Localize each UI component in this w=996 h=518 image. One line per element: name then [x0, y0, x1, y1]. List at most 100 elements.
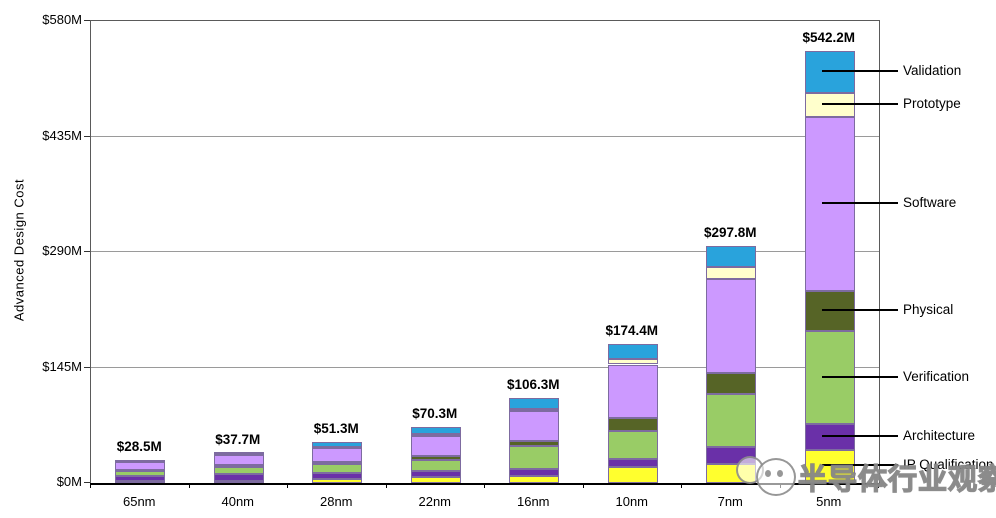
legend-line-validation	[822, 70, 898, 73]
bar-segment-65nm-validation	[115, 459, 166, 462]
bar-segment-7nm-software	[706, 279, 757, 374]
legend-label-software: Software	[903, 194, 957, 210]
y-tick-label: $290M	[42, 243, 82, 258]
bar-segment-7nm-verification	[706, 393, 757, 447]
bar-total-label-7nm: $297.8M	[703, 224, 757, 240]
bar-segment-16nm-physical	[509, 440, 560, 447]
y-tick-label: $145M	[42, 358, 82, 374]
y-tick-mark	[84, 135, 90, 137]
legend-line-prototype	[822, 102, 898, 105]
y-tick-label: $580M	[42, 12, 82, 27]
x-axis-label-40nm: 40nm	[221, 494, 255, 509]
bar-segment-5nm-software	[804, 116, 855, 292]
bar-total-label-10nm: $174.4M	[605, 323, 659, 339]
bar-segment-16nm-validation	[509, 398, 560, 409]
x-axis-label-22nm: 22nm	[418, 494, 452, 509]
bar-segment-5nm-verification	[804, 331, 855, 425]
x-tick-mark	[385, 483, 387, 488]
bar-total-label-16nm: $106.3M	[506, 377, 560, 393]
legend-line-software	[822, 201, 898, 204]
legend-label-architecture: Architecture	[903, 427, 976, 443]
y-tick-label: $435M	[42, 127, 82, 143]
bar-segment-28nm-ip-qualification	[312, 479, 363, 483]
bar-segment-10nm-software	[607, 364, 658, 419]
bar-segment-65nm-verification	[115, 471, 166, 476]
x-tick-mark	[484, 483, 485, 488]
bar-total-label-40nm: $37.7M	[215, 431, 261, 447]
bar-segment-16nm-verification	[509, 446, 560, 470]
bar-segment-10nm-verification	[607, 430, 658, 460]
bar-segment-28nm-software	[312, 447, 363, 462]
bar-segment-40nm-architecture	[213, 473, 264, 481]
y-tick-mark	[84, 20, 90, 21]
legend-line-ip-qualification	[822, 464, 898, 467]
bar-total-label-22nm: $70.3M	[412, 406, 458, 421]
x-tick-mark	[582, 483, 584, 488]
x-tick-mark	[878, 483, 879, 488]
bar-segment-5nm-ip-qualification	[804, 449, 855, 483]
plot-area	[90, 20, 880, 485]
bar-segment-7nm-physical	[706, 373, 757, 394]
y-tick-mark	[84, 366, 90, 368]
bar-segment-22nm-verification	[410, 460, 461, 471]
bar-segment-22nm-physical	[410, 456, 461, 461]
x-tick-mark	[188, 483, 190, 488]
x-tick-mark	[287, 483, 288, 488]
bar-segment-40nm-verification	[213, 467, 264, 474]
bar-segment-10nm-prototype	[607, 359, 658, 365]
bar-segment-22nm-validation	[410, 427, 461, 435]
bar-segment-28nm-physical	[312, 461, 363, 464]
bar-segment-7nm-ip-qualification	[706, 464, 757, 483]
bar-segment-5nm-physical	[804, 291, 855, 332]
bar-segment-16nm-architecture	[509, 469, 560, 477]
gridline-145	[91, 366, 879, 368]
x-axis-label-10nm: 10nm	[615, 494, 649, 509]
x-axis-label-65nm: 65nm	[122, 494, 156, 509]
legend-label-prototype: Prototype	[903, 95, 961, 111]
x-tick-mark	[681, 483, 682, 488]
bar-segment-28nm-verification	[312, 463, 363, 473]
bar-segment-16nm-ip-qualification	[509, 476, 560, 483]
y-tick-mark	[84, 251, 90, 252]
gridline-290	[91, 251, 879, 252]
bar-total-label-5nm: $542.2M	[802, 30, 856, 46]
legend-label-physical: Physical	[903, 302, 954, 318]
x-tick-mark	[779, 483, 781, 488]
x-axis-label-5nm: 5nm	[816, 494, 842, 509]
bar-segment-22nm-software	[410, 436, 461, 456]
legend-label-verification: Verification	[903, 368, 970, 384]
x-tick-mark	[90, 483, 91, 488]
bar-segment-22nm-ip-qualification	[410, 476, 461, 483]
bar-segment-10nm-validation	[607, 344, 658, 360]
bar-total-label-65nm: $28.5M	[116, 439, 162, 455]
bar-segment-5nm-validation	[804, 51, 855, 94]
bar-total-label-28nm: $51.3M	[313, 421, 359, 437]
bar-segment-40nm-validation	[213, 452, 264, 455]
bar-segment-22nm-prototype	[410, 434, 461, 437]
bar-segment-16nm-software	[509, 410, 560, 441]
bar-segment-7nm-prototype	[706, 267, 757, 280]
bar-segment-22nm-architecture	[410, 470, 461, 477]
bar-segment-65nm-ip-qualification	[115, 481, 166, 483]
x-axis-label-7nm: 7nm	[717, 494, 743, 509]
bar-segment-40nm-ip-qualification	[213, 480, 264, 483]
bar-segment-65nm-architecture	[115, 476, 166, 482]
bar-segment-7nm-validation	[706, 245, 757, 268]
bar-segment-28nm-validation	[312, 442, 363, 447]
y-tick-label: $0M	[56, 474, 82, 489]
legend-line-verification	[822, 375, 898, 378]
bar-segment-5nm-architecture	[804, 424, 855, 450]
y-tick-mark	[84, 482, 90, 483]
legend-line-architecture	[822, 434, 898, 437]
bar-segment-28nm-architecture	[312, 472, 363, 480]
legend-line-physical	[822, 309, 898, 312]
legend-label-ip-qualification: IP Qualification	[903, 457, 994, 473]
x-axis-label-16nm: 16nm	[516, 494, 550, 509]
bar-segment-65nm-software	[115, 461, 166, 470]
bar-segment-10nm-ip-qualification	[607, 467, 658, 483]
bar-segment-10nm-physical	[607, 418, 658, 431]
bar-segment-10nm-architecture	[607, 459, 658, 468]
legend-label-validation: Validation	[903, 63, 962, 79]
bar-segment-7nm-architecture	[706, 446, 757, 465]
